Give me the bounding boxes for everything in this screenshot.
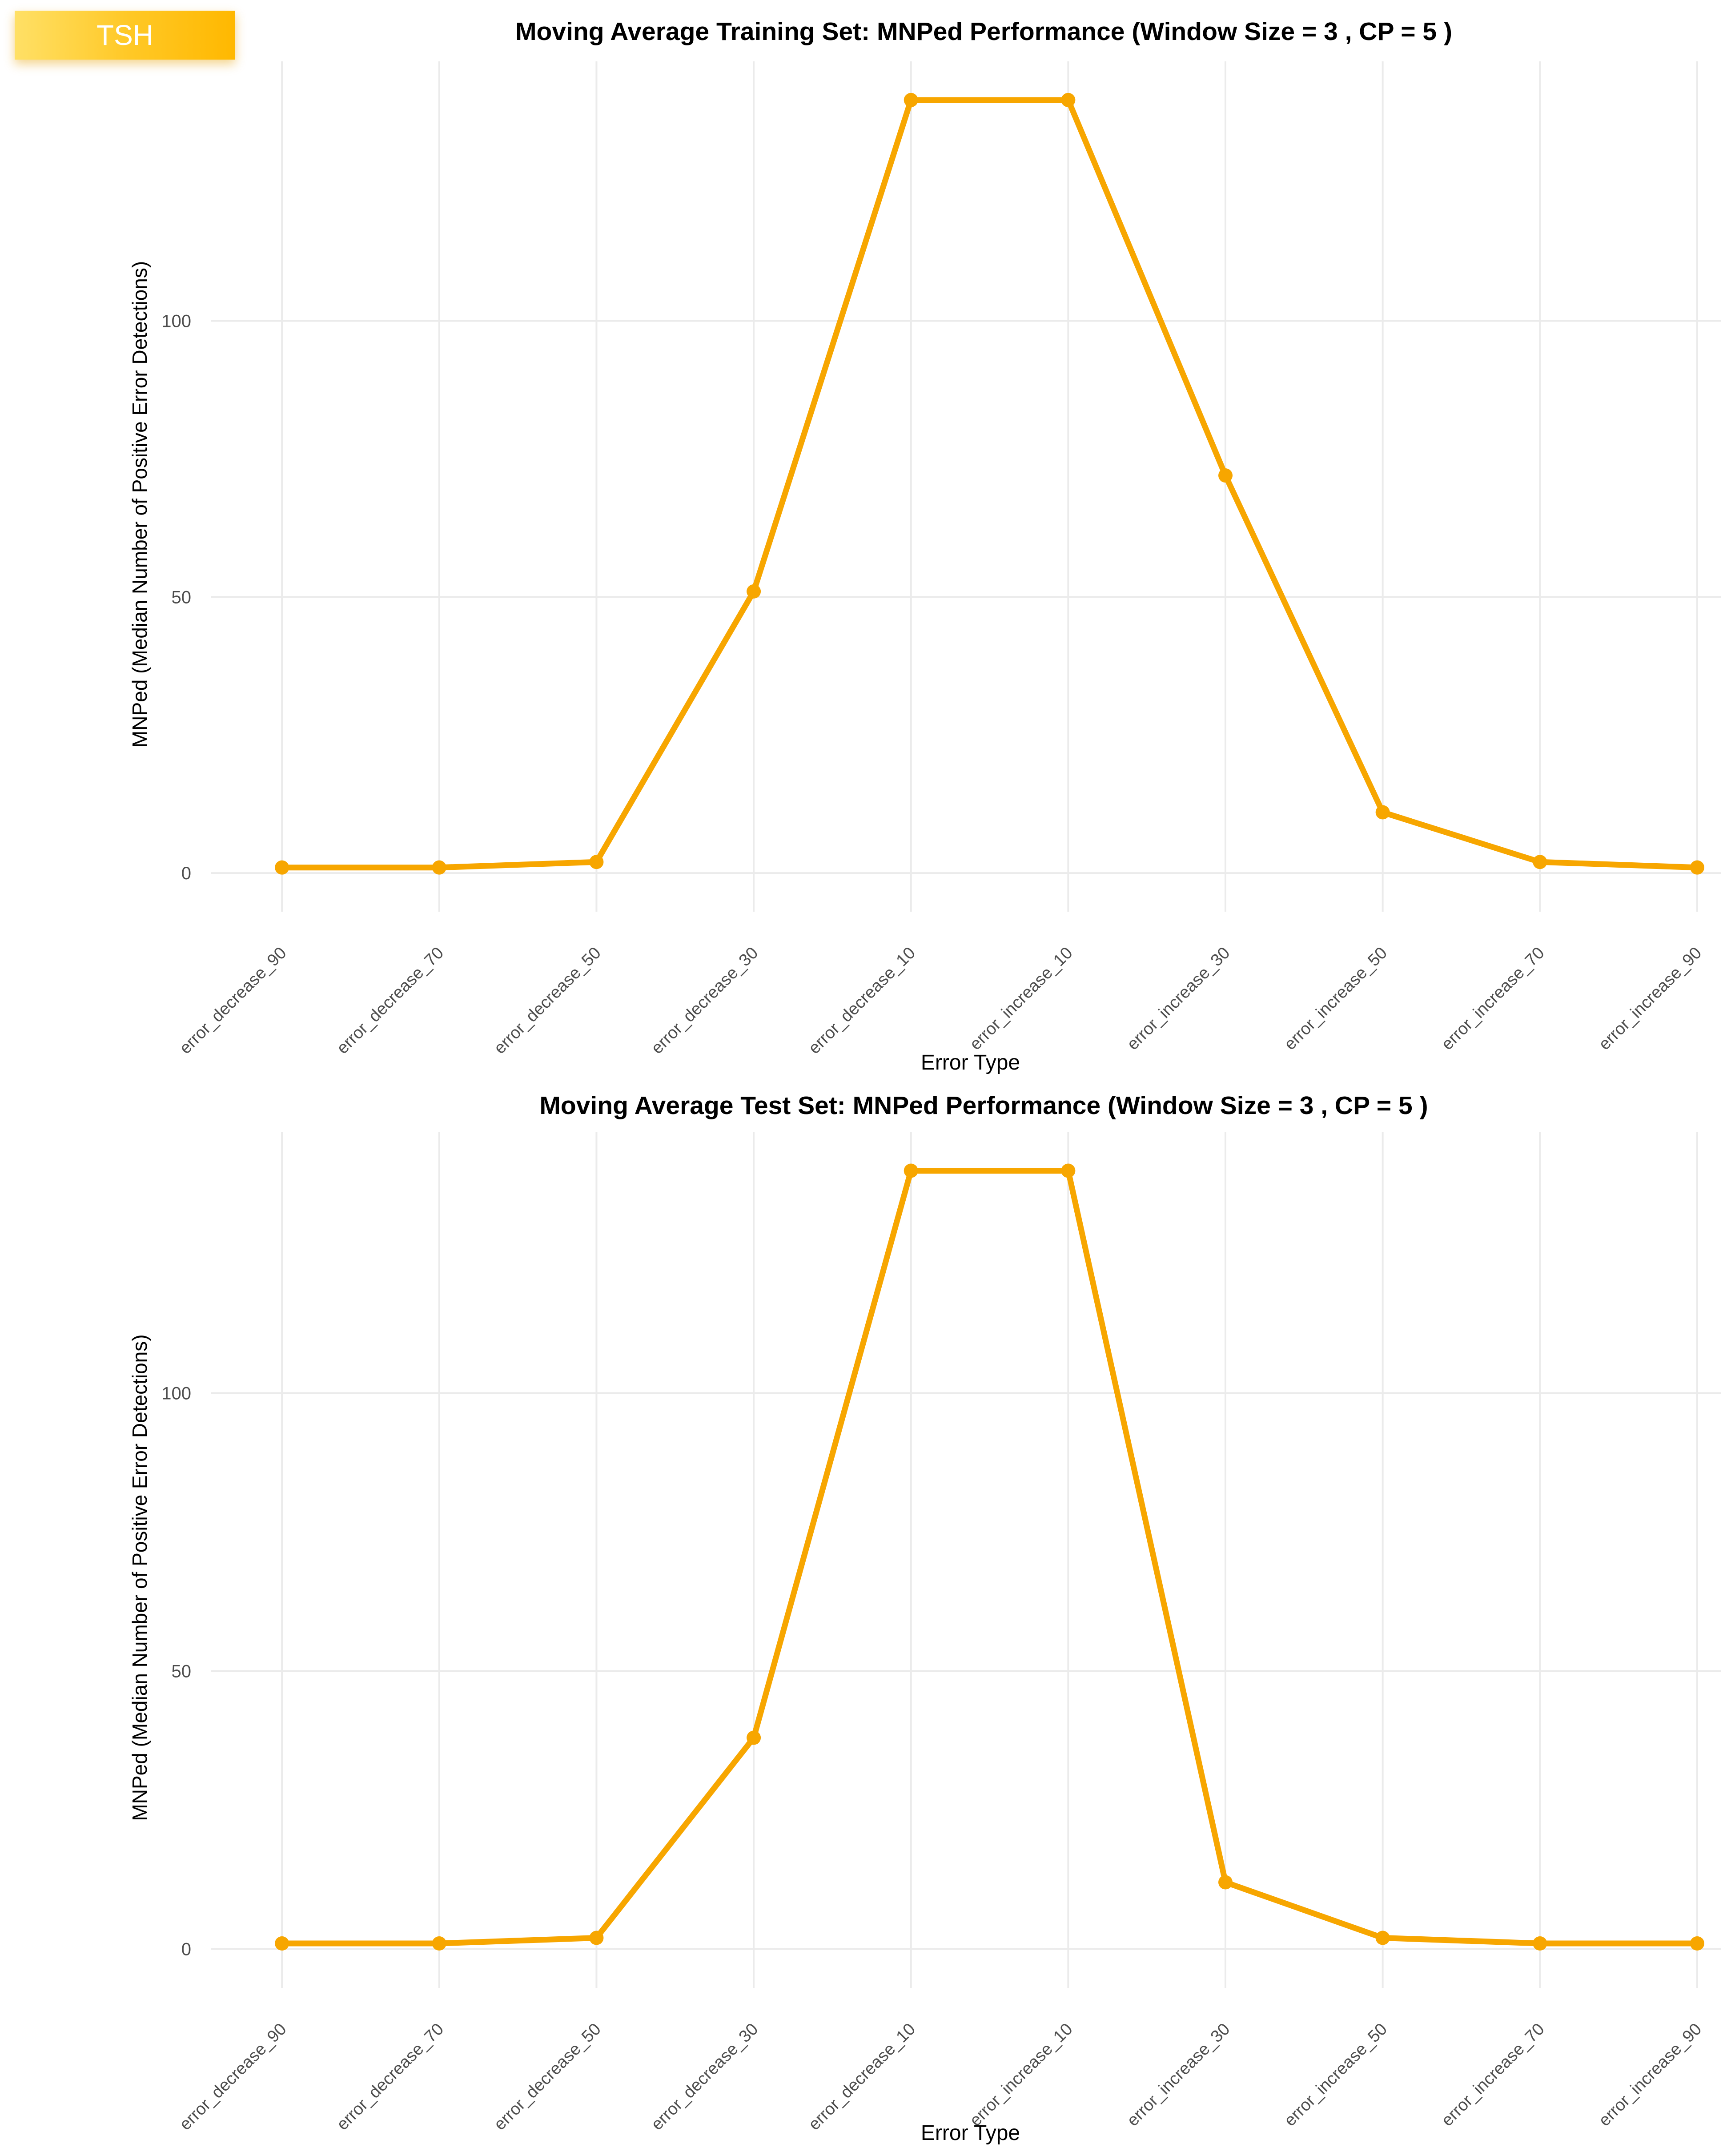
chart1-data-point: [904, 93, 918, 107]
chart1-xtick-label: error_decrease_50: [490, 944, 605, 1058]
chart2-data-point: [275, 1936, 289, 1951]
chart1-xtick-label: error_decrease_90: [176, 944, 290, 1058]
chart1-xtick-label: error_increase_70: [1438, 944, 1548, 1054]
chart2-xtick-label: error_increase_50: [1281, 2020, 1391, 2130]
chart1-data-point: [275, 860, 289, 875]
chart1-data-point: [1375, 805, 1390, 820]
chart2-data-point: [747, 1730, 761, 1745]
chart2-xtick-label: error_decrease_50: [490, 2020, 605, 2134]
chart2-ytick-label: 0: [181, 1940, 191, 1959]
chart2-data-point: [1218, 1875, 1233, 1890]
chart2-xaxis-label: Error Type: [921, 2121, 1020, 2145]
chart1-xtick-label: error_increase_50: [1281, 944, 1391, 1054]
chart2-series-line: [279, 1168, 1700, 1947]
chart1-xtick-label: error_increase_10: [966, 944, 1076, 1054]
tsh-badge-label: TSH: [96, 19, 153, 51]
chart2-xtick-label: error_increase_30: [1124, 2020, 1234, 2130]
chart2-data-point: [1061, 1163, 1076, 1178]
chart1-xtick-label: error_decrease_70: [333, 944, 447, 1058]
chart2-ytick-label: 100: [161, 1384, 191, 1404]
chart2-xtick-label: error_decrease_10: [805, 2020, 919, 2134]
chart2-yaxis-label: MNPed (Median Number of Positive Error D…: [128, 1334, 151, 1821]
chart1-xtick-label: error_decrease_30: [648, 944, 762, 1058]
chart1-data-point: [1218, 468, 1233, 483]
tsh-badge: TSH: [15, 11, 235, 60]
chart2-data-point: [1533, 1936, 1547, 1951]
chart2-xtick-label: error_increase_10: [966, 2020, 1076, 2130]
chart2-data-point: [1375, 1931, 1390, 1945]
chart1-series-line: [279, 97, 1700, 871]
chart1-data-point: [1061, 93, 1076, 107]
chart1-yaxis-label: MNPed (Median Number of Positive Error D…: [128, 261, 151, 748]
chart1-xaxis-label: Error Type: [921, 1051, 1020, 1074]
chart2-xtick-label: error_decrease_30: [648, 2020, 762, 2134]
chart2-data-point: [589, 1931, 604, 1945]
chart1-data-point: [589, 855, 604, 869]
chart1-ytick-label: 50: [172, 587, 192, 607]
chart2-xtick-label: error_decrease_70: [333, 2020, 447, 2134]
chart1-xtick-label: error_decrease_10: [805, 944, 919, 1058]
chart1-data-point: [432, 860, 446, 875]
chart1-ytick-label: 100: [161, 312, 191, 331]
chart1-xtick-label: error_increase_30: [1124, 944, 1234, 1054]
chart1-xtick-label: error_increase_90: [1595, 944, 1706, 1054]
chart1-data-point: [1533, 855, 1547, 869]
chart1-data-point: [1690, 860, 1704, 875]
chart2-xtick-label: error_increase_90: [1595, 2020, 1706, 2130]
chart2-data-point: [1690, 1936, 1704, 1951]
chart1-data-point: [747, 584, 761, 599]
chart2-data-point: [904, 1163, 918, 1178]
chart2-xtick-label: error_increase_70: [1438, 2020, 1548, 2130]
chart2-title: Moving Average Test Set: MNPed Performan…: [539, 1091, 1428, 1120]
chart2-xtick-label: error_decrease_90: [176, 2020, 290, 2134]
chart1-ytick-label: 0: [181, 864, 191, 883]
chart2-ytick-label: 50: [172, 1662, 192, 1681]
chart1-title: Moving Average Training Set: MNPed Perfo…: [515, 17, 1452, 46]
chart2-data-point: [432, 1936, 446, 1951]
